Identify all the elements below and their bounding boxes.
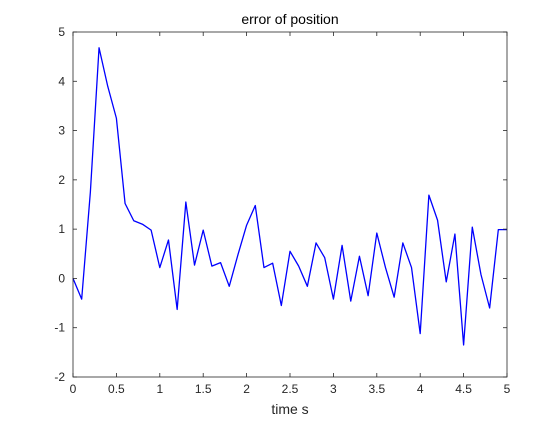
x-tick-label: 0.5 (108, 382, 125, 396)
x-tick-label: 3.5 (368, 382, 385, 396)
x-tick-label: 1.5 (195, 382, 212, 396)
x-axis-label: time s (271, 401, 308, 417)
x-tick-label: 2.5 (282, 382, 299, 396)
y-tick-label: 1 (58, 222, 65, 236)
y-tick-label: -2 (54, 370, 65, 384)
x-tick-label: 4 (417, 382, 424, 396)
series-layer (72, 47, 507, 346)
axes-layer: 0 0.5 1 1.5 2 2.5 3 3.5 4 4.5 5 -2 -1 0 1 2 3 4 5 (54, 25, 510, 396)
x-tick-label: 1 (156, 382, 163, 396)
series-line-1 (72, 47, 507, 346)
x-tick-label: 0 (70, 382, 77, 396)
y-tick-label: 3 (58, 124, 65, 138)
y-tick-label: 0 (58, 271, 65, 285)
x-tick-label: 5 (504, 382, 511, 396)
x-tick-label: 2 (243, 382, 250, 396)
y-tick-label: 2 (58, 173, 65, 187)
y-tick-label: 5 (58, 25, 65, 39)
y-tick-label: 4 (58, 74, 65, 88)
x-tick-label: 4.5 (455, 382, 472, 396)
x-tick-label: 3 (330, 382, 337, 396)
plot-background (73, 32, 507, 377)
y-tick-label: -1 (54, 321, 65, 335)
chart-title: error of position (241, 11, 338, 27)
